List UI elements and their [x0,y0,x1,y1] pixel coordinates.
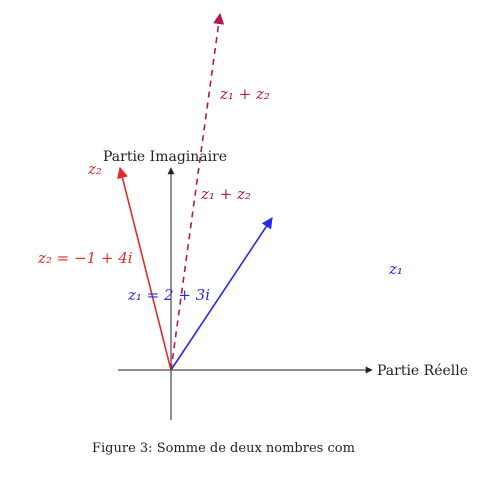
vector-z2 [117,166,172,371]
label-z2-tip: z₂ [87,160,102,178]
vector-sum [170,12,225,371]
label-sum-tip: z₁ + z₂ [219,85,270,103]
vector-z1 [170,217,273,371]
figure-caption: Figure 3: Somme de deux nombres com [92,441,355,456]
label-z1-far: z₁ [388,260,403,278]
label-z2-value: z₂ = −1 + 4i [37,249,133,267]
label-z1-value: z₁ = 2 + 3i [127,286,210,304]
x-axis-label: Partie Réelle [377,363,468,379]
y-axis-label: Partie Imaginaire [103,149,227,165]
label-sum-mid: z₁ + z₂ [200,185,251,203]
